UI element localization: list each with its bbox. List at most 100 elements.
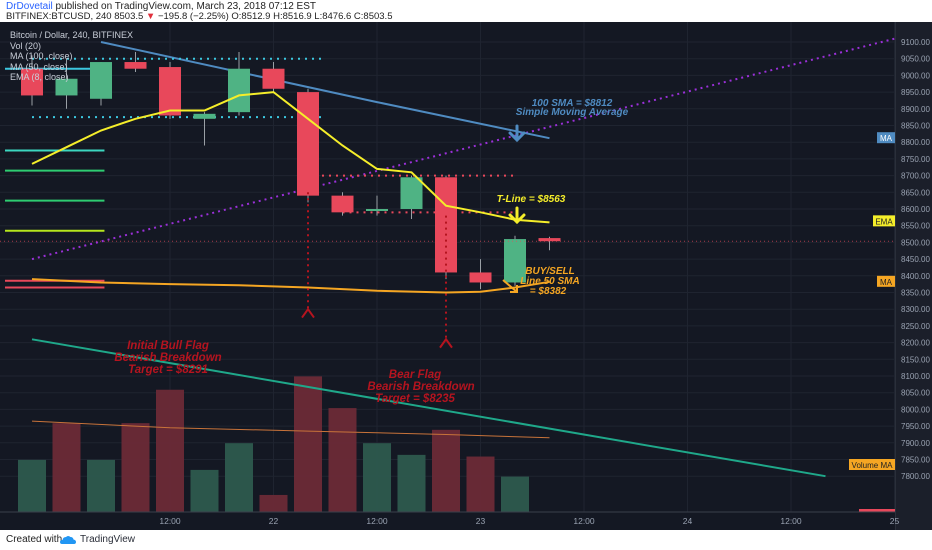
candle-body[interactable]	[366, 209, 388, 211]
bear-flag-arrow-icon	[439, 337, 453, 349]
candle-body[interactable]	[21, 68, 43, 96]
tradingview-cloud-icon	[60, 536, 76, 544]
legend-ma50[interactable]: MA (50, close)	[10, 61, 68, 72]
volume-ma-line	[31, 420, 550, 439]
buysell-arrow-icon	[502, 279, 518, 293]
publish-info: published on TradingView.com, March 23, …	[55, 1, 317, 12]
ema-axis-tag: EMA	[875, 217, 893, 226]
ema-axis-tag-bg	[873, 215, 895, 227]
volume-bar	[328, 408, 357, 520]
time-tick-label: 23	[476, 516, 486, 526]
candle-body[interactable]	[90, 62, 112, 99]
price-tick-label: 8700.00	[901, 172, 930, 181]
chart-area[interactable]: 100 SMA = $8812 Simple Moving Average T-Li…	[0, 22, 932, 530]
symbol-line: BITFINEX:BTCUSD, 240 8503.5 ▼ −195.8 (−2…	[6, 11, 392, 22]
candle-body[interactable]	[193, 113, 216, 119]
candle-body[interactable]	[331, 195, 354, 213]
volume-bar	[156, 389, 184, 520]
ma50-axis-tag-bg	[877, 275, 895, 287]
buysell-annotation-line2: Line 50 SMA	[520, 276, 579, 287]
candle-body[interactable]	[159, 67, 181, 116]
price-tick-label: 8750.00	[901, 155, 930, 164]
ma100-line	[100, 41, 550, 140]
candle-body[interactable]	[469, 272, 492, 283]
legend-vol[interactable]: Vol (20)	[10, 40, 42, 51]
legend-ema8[interactable]: EMA (8, close)	[10, 72, 69, 82]
publish-line: DrDovetail published on TradingView.com,…	[6, 1, 316, 12]
candle-body[interactable]	[55, 78, 78, 96]
ma100-axis-tag-bg	[877, 132, 895, 144]
bull-flag-arrow-icon	[301, 307, 315, 319]
ma100-annotation-line1: 100 SMA = $8812	[532, 98, 613, 109]
price-tick-label: 8050.00	[901, 389, 930, 398]
ma50-line	[31, 278, 550, 294]
price-tick-label: 8800.00	[901, 138, 930, 147]
volume-bar	[432, 429, 460, 520]
candle-body[interactable]	[400, 177, 423, 209]
volume-bar	[397, 454, 426, 520]
price-tick-label: 7950.00	[901, 422, 930, 431]
volume-bar	[225, 443, 253, 520]
bear-flag-annotation-line1: Bear Flag	[389, 369, 441, 381]
candle-body[interactable]	[228, 68, 250, 113]
price-tick-label: 8350.00	[901, 289, 930, 298]
legend-title: Bitcoin / Dollar, 240, BITFINEX	[10, 30, 134, 40]
ma50-axis-tag: MA	[880, 278, 893, 287]
header-bar: DrDovetail published on TradingView.com,…	[0, 0, 932, 22]
candle-body[interactable]	[297, 92, 319, 196]
buysell-annotation-line3: = $8382	[530, 286, 567, 297]
bull-flag-annotation-line3: Target = $8291	[128, 364, 208, 376]
price-tick-label: 8500.00	[901, 238, 930, 247]
buysell-annotation-line1: BUY/SELL	[525, 266, 574, 277]
candle-body[interactable]	[504, 239, 526, 283]
time-tick-label: 22	[269, 516, 279, 526]
candle-body[interactable]	[538, 238, 561, 242]
price-tick-label: 8100.00	[901, 372, 930, 381]
legend-ma100[interactable]: MA (100, close)	[10, 51, 73, 61]
volume-bar	[52, 423, 81, 520]
tradingview-brand[interactable]: TradingView	[80, 534, 136, 545]
price-tick-label: 9000.00	[901, 71, 930, 80]
time-tick-label: 12:00	[159, 516, 181, 526]
purple-trendline	[31, 37, 895, 261]
price-axis-panel[interactable]	[895, 22, 932, 530]
volume-bar	[294, 376, 322, 520]
ma100-annotation-line2: Simple Moving Average	[516, 107, 629, 118]
price-tick-label: 8550.00	[901, 222, 930, 231]
author-link[interactable]: DrDovetail	[6, 1, 53, 12]
ma100-axis-tag: MA	[880, 134, 893, 143]
price-tick-label: 7850.00	[901, 456, 930, 465]
ema8-line	[31, 91, 550, 224]
volume-bar	[121, 423, 150, 520]
price-tick-label: 8450.00	[901, 255, 930, 264]
bull-flag-annotation-line1: Initial Bull Flag	[127, 340, 209, 352]
price-tick-label: 8900.00	[901, 105, 930, 114]
price-tick-label: 8200.00	[901, 339, 930, 348]
price-tick-label: 8650.00	[901, 188, 930, 197]
volume-bar	[363, 443, 391, 520]
time-tick-label: 24	[683, 516, 693, 526]
price-tick-label: 8150.00	[901, 355, 930, 364]
price-tick-label: 9050.00	[901, 55, 930, 64]
price-tick-label: 8950.00	[901, 88, 930, 97]
price-tick-label: 8000.00	[901, 405, 930, 414]
price-tick-label: 8600.00	[901, 205, 930, 214]
candle-body[interactable]	[262, 68, 285, 89]
ohlc-values: −195.8 (−2.25%) O:8512.9 H:8516.9 L:8476…	[157, 11, 393, 22]
candle-body[interactable]	[124, 62, 147, 69]
price-tick-label: 8250.00	[901, 322, 930, 331]
volume-bar	[87, 459, 115, 520]
tline-arrow-icon	[508, 206, 526, 225]
green-trendline	[31, 338, 826, 478]
bear-flag-annotation-line2: Bearish Breakdown	[367, 381, 474, 393]
price-tick-label: 7900.00	[901, 439, 930, 448]
down-arrow-icon: ▼	[145, 11, 156, 22]
time-tick-label: 12:00	[573, 516, 595, 526]
volume-bar	[466, 456, 495, 520]
time-axis-panel[interactable]	[0, 512, 895, 530]
created-with-label: Created with	[6, 534, 63, 545]
volume-ma-axis-tag: Volume MA	[852, 461, 894, 470]
bull-flag-annotation-line2: Bearish Breakdown	[114, 352, 221, 364]
price-tick-label: 7800.00	[901, 472, 930, 481]
